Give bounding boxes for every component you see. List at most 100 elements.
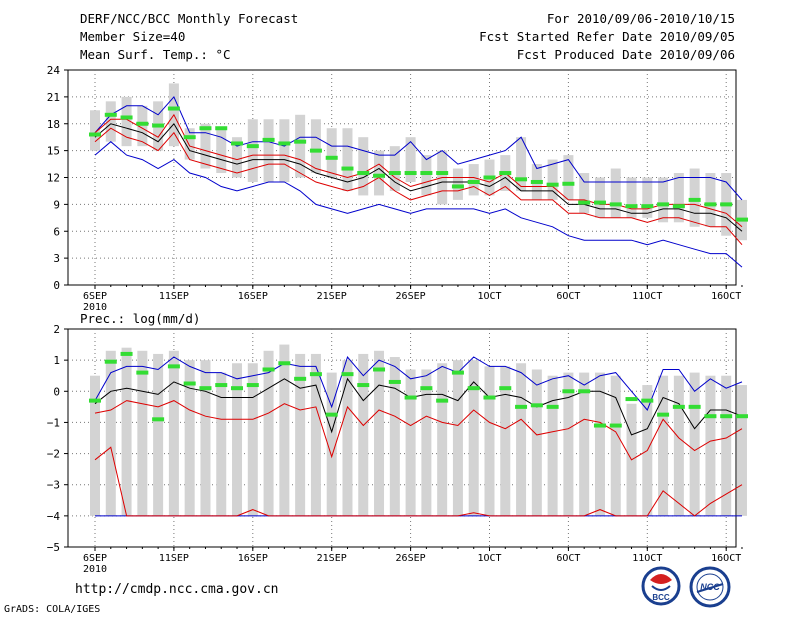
- ensemble-box: [516, 363, 527, 516]
- green-marker: [215, 126, 228, 131]
- ensemble-box: [326, 372, 337, 516]
- ensemble-box: [642, 177, 653, 218]
- ensemble-box: [374, 350, 385, 516]
- ensemble-box: [610, 168, 621, 218]
- green-marker: [357, 171, 370, 176]
- ensemble-box: [200, 360, 211, 516]
- blue-upper-line: [94, 95, 743, 201]
- ensemble-box: [594, 177, 605, 218]
- ensemble-box: [594, 372, 605, 516]
- y-tick-label: 18: [47, 118, 60, 131]
- ensemble-box: [705, 375, 716, 516]
- green-marker: [246, 144, 259, 149]
- ensemble-box: [263, 350, 274, 516]
- ensemble-box: [468, 360, 479, 516]
- ensemble-box: [658, 375, 669, 516]
- x-tick-label: 11SEP: [159, 553, 189, 564]
- panel-1: [64, 328, 748, 551]
- red-lower-line: [94, 127, 743, 246]
- ensemble-box: [626, 177, 637, 218]
- panel-0: [64, 69, 748, 289]
- x-tick-label: 6SEP: [83, 553, 107, 564]
- y-tick-label: 0: [53, 279, 60, 292]
- ensemble-box: [468, 164, 479, 196]
- ensemble-box: [563, 372, 574, 516]
- green-marker: [246, 383, 259, 388]
- green-marker: [467, 386, 480, 391]
- x-tick-label: 16OCT: [711, 553, 741, 564]
- x-tick-label: 1OCT: [477, 291, 501, 302]
- ensemble-box: [200, 123, 211, 169]
- green-marker: [420, 171, 433, 176]
- ensemble-box: [673, 375, 684, 516]
- ensemble-box: [721, 375, 732, 516]
- green-marker: [609, 423, 622, 428]
- y-tick-label: 24: [47, 64, 61, 77]
- ensemble-box: [579, 173, 590, 214]
- green-marker: [578, 389, 591, 394]
- green-marker: [136, 370, 149, 375]
- ensemble-box: [232, 363, 243, 516]
- ensemble-box: [658, 177, 669, 223]
- ensemble-box: [421, 369, 432, 516]
- green-marker: [483, 395, 496, 400]
- y-tick-label: 15: [47, 145, 60, 158]
- ensemble-box: [358, 353, 369, 516]
- green-marker: [199, 126, 212, 131]
- green-marker: [515, 177, 528, 182]
- x-tick-label: 21SEP: [317, 553, 347, 564]
- ensemble-box: [736, 385, 747, 516]
- blue-lower-line: [94, 141, 743, 268]
- ensemble-box: [153, 353, 164, 516]
- green-marker: [357, 383, 370, 388]
- green-marker: [104, 112, 117, 117]
- ensemble-box: [342, 128, 353, 191]
- source-url[interactable]: http://cmdp.ncc.cma.gov.cn: [75, 582, 279, 597]
- ensemble-box: [279, 119, 290, 182]
- green-marker: [231, 386, 244, 391]
- green-marker: [215, 383, 228, 388]
- green-marker: [562, 181, 575, 186]
- ensemble-box: [105, 101, 116, 142]
- started-date: Fcst Started Refer Date 2010/09/05: [479, 29, 735, 44]
- ensemble-box: [247, 119, 258, 182]
- red-upper-line: [94, 400, 743, 461]
- ensemble-box: [216, 372, 227, 516]
- ensemble-box: [579, 372, 590, 516]
- y-tick-label: −3: [47, 479, 60, 492]
- ensemble-box: [437, 363, 448, 516]
- green-marker: [294, 139, 307, 144]
- green-marker: [688, 404, 701, 409]
- green-marker: [388, 171, 401, 176]
- ensemble-box: [705, 173, 716, 227]
- green-marker: [183, 135, 196, 140]
- green-marker: [120, 351, 133, 356]
- green-marker: [720, 414, 733, 419]
- ensemble-mean-line: [94, 377, 743, 436]
- x-tick-label: 26SEP: [396, 291, 426, 302]
- ensemble-box: [137, 350, 148, 516]
- green-marker: [451, 370, 464, 375]
- green-marker: [436, 171, 449, 176]
- ensemble-box: [547, 375, 558, 516]
- green-marker: [499, 171, 512, 176]
- green-marker: [515, 404, 528, 409]
- green-marker: [136, 121, 149, 126]
- ensemble-box: [326, 128, 337, 178]
- ensemble-box: [610, 375, 621, 516]
- y-tick-label: −2: [47, 448, 60, 461]
- green-marker: [625, 204, 638, 209]
- green-marker: [278, 361, 291, 366]
- forecast-period: For 2010/09/06-2010/10/15: [546, 11, 735, 26]
- green-marker: [704, 202, 717, 207]
- ensemble-box: [421, 155, 432, 196]
- ensemble-box: [216, 128, 227, 174]
- green-marker: [262, 137, 275, 142]
- y-tick-label: 1: [53, 354, 60, 367]
- ensemble-box: [689, 168, 700, 227]
- variable-label: Mean Surf. Temp.: °C: [80, 47, 231, 62]
- green-marker: [657, 202, 670, 207]
- green-marker: [530, 403, 543, 408]
- green-marker: [373, 173, 386, 178]
- x-tick-label: 11OCT: [632, 553, 662, 564]
